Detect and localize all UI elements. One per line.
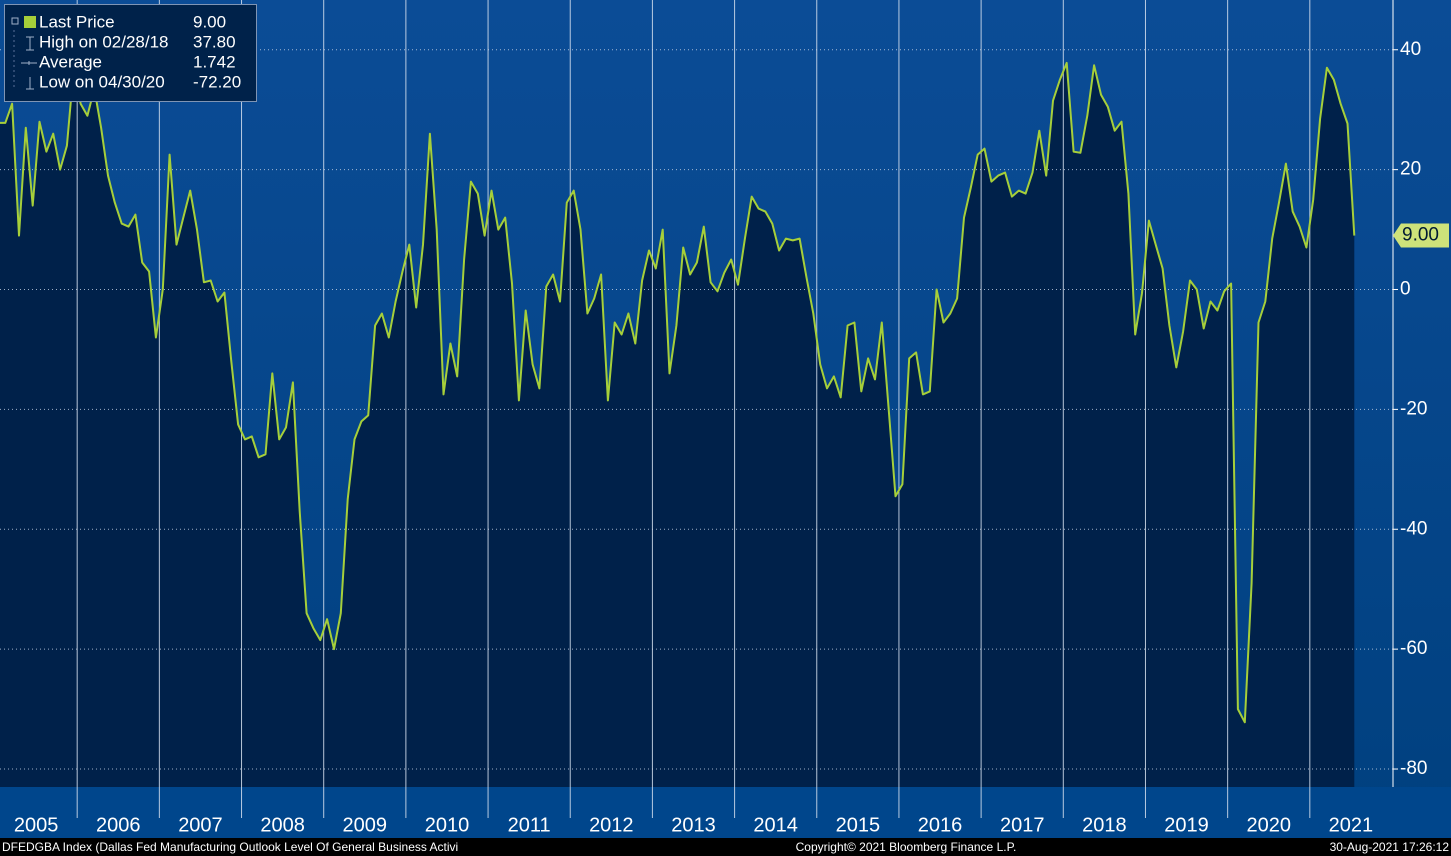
footer-center: Copyright© 2021 Bloomberg Finance L.P.: [796, 840, 1017, 854]
legend-value: 9.00: [193, 12, 226, 31]
x-tick-label: 2010: [425, 814, 470, 836]
x-tick-label: 2019: [1164, 814, 1209, 836]
axis-layer: 40 20 0 -20 -40 -60 -80 2005 2006 2007 2008 2009 201…: [14, 39, 1449, 836]
x-tick-label: 2018: [1082, 814, 1127, 836]
legend-icon: [26, 77, 34, 90]
footer-right: 30-Aug-2021 17:26:12: [1330, 840, 1450, 854]
y-tick-label: -40: [1400, 518, 1427, 539]
x-tick-label: 2017: [1000, 814, 1045, 836]
footer-left: DFEDGBA Index (Dallas Fed Manufacturing …: [2, 840, 458, 854]
grid-layer: [0, 0, 1393, 818]
y-tick-label: 0: [1400, 279, 1411, 300]
x-tick-label: 2009: [343, 814, 388, 836]
y-tick-label: 40: [1400, 39, 1421, 60]
x-tick-label: 2005: [14, 814, 59, 836]
footer-band: [0, 838, 1451, 856]
legend: Last Price 9.00 High on 02/28/18 37.80 A…: [4, 4, 257, 102]
x-tick-label: 2015: [836, 814, 881, 836]
x-tick-label: 2020: [1246, 814, 1291, 836]
x-tick-label: 2007: [178, 814, 223, 836]
last-price-tag: [1393, 223, 1449, 248]
legend-value: 1.742: [193, 52, 236, 71]
y-tick-label: -80: [1400, 758, 1427, 779]
area-fill: [0, 62, 1355, 787]
legend-icon: [26, 36, 34, 51]
last-price-label: 9.00: [1402, 225, 1439, 246]
x-tick-label: 2021: [1329, 814, 1374, 836]
legend-box: [4, 4, 257, 102]
legend-name: High on 02/28/18: [39, 32, 169, 51]
legend-name: Average: [39, 52, 102, 71]
y-tick-label: -60: [1400, 638, 1427, 659]
x-tick-label: 2014: [753, 814, 798, 836]
area-layer: [0, 62, 1355, 787]
x-tick-label: 2011: [508, 814, 551, 836]
legend-icon: [21, 61, 37, 65]
legend-value: -72.20: [193, 72, 241, 91]
line-layer: [0, 61, 1356, 724]
x-tick-label: 2008: [260, 814, 305, 836]
x-tick-label: 2016: [918, 814, 963, 836]
legend-icon: [11, 17, 19, 25]
series-line: [0, 61, 1356, 724]
x-tick-label: 2012: [589, 814, 634, 836]
y-tick-label: 20: [1400, 159, 1421, 180]
legend-name: Low on 04/30/20: [39, 72, 165, 91]
y-tick-label: -20: [1400, 398, 1427, 419]
x-tick-label: 2013: [671, 814, 716, 836]
x-tick-label: 2006: [96, 814, 141, 836]
legend-name: Last Price: [39, 12, 115, 31]
legend-value: 37.80: [193, 32, 236, 51]
legend-swatch: [24, 16, 36, 28]
